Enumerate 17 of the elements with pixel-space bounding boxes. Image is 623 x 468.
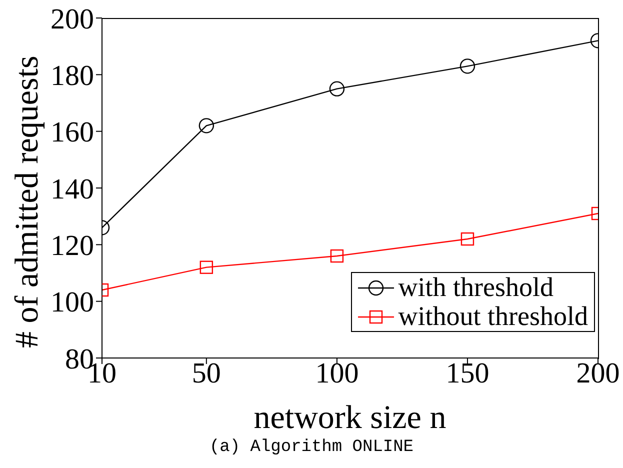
y-tick-label: 140 xyxy=(50,173,94,206)
x-tick-label: 200 xyxy=(576,358,620,390)
y-tick-label: 100 xyxy=(50,286,94,319)
x-axis-title: network size n xyxy=(254,400,446,436)
x-tick-label: 50 xyxy=(192,358,221,390)
y-tick-label: 160 xyxy=(50,116,94,149)
y-tick-label: 120 xyxy=(50,230,94,262)
legend-label: without threshold xyxy=(398,301,588,331)
y-axis-title: # of admitted requests xyxy=(10,56,46,348)
text: (a) Algorithm ONLINE xyxy=(208,438,415,457)
point xyxy=(330,249,344,263)
y-tick-label: 180 xyxy=(50,60,94,92)
legend-label: with threshold xyxy=(398,272,554,302)
point xyxy=(329,81,345,96)
x-tick-label: 150 xyxy=(446,358,490,390)
x-tick-label: 100 xyxy=(315,358,359,390)
y-tick-label: 200 xyxy=(50,3,94,36)
